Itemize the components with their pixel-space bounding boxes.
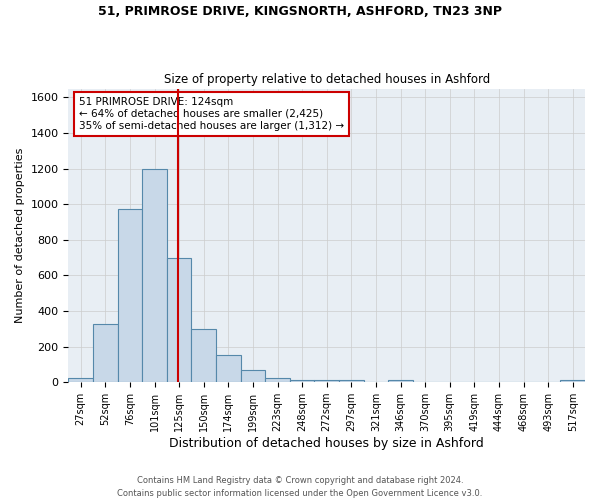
Title: Size of property relative to detached houses in Ashford: Size of property relative to detached ho… — [164, 73, 490, 86]
Bar — [314, 380, 339, 382]
Bar — [68, 378, 93, 382]
Bar — [191, 329, 216, 382]
Bar — [118, 208, 142, 382]
Text: Contains HM Land Registry data © Crown copyright and database right 2024.
Contai: Contains HM Land Registry data © Crown c… — [118, 476, 482, 498]
Text: 51, PRIMROSE DRIVE, KINGSNORTH, ASHFORD, TN23 3NP: 51, PRIMROSE DRIVE, KINGSNORTH, ASHFORD,… — [98, 5, 502, 18]
Bar — [241, 370, 265, 382]
Bar — [142, 168, 167, 382]
Bar — [560, 380, 585, 382]
Bar — [167, 258, 191, 382]
Bar — [388, 380, 413, 382]
Bar — [93, 324, 118, 382]
Bar — [339, 380, 364, 382]
Y-axis label: Number of detached properties: Number of detached properties — [15, 148, 25, 323]
X-axis label: Distribution of detached houses by size in Ashford: Distribution of detached houses by size … — [169, 437, 484, 450]
Bar — [216, 354, 241, 382]
Bar — [290, 380, 314, 382]
Text: 51 PRIMROSE DRIVE: 124sqm
← 64% of detached houses are smaller (2,425)
35% of se: 51 PRIMROSE DRIVE: 124sqm ← 64% of detac… — [79, 98, 344, 130]
Bar — [265, 378, 290, 382]
